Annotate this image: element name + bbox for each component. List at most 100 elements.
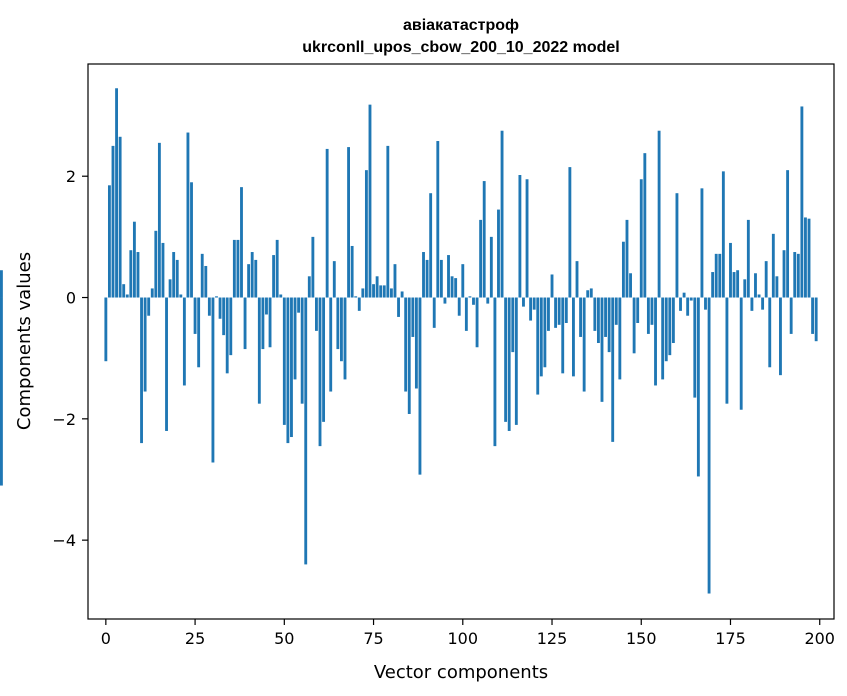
- bar: [539, 297, 543, 377]
- bar: [754, 273, 757, 298]
- bar: [786, 170, 790, 298]
- bar: [143, 297, 147, 392]
- bar: [679, 297, 682, 311]
- bar: [604, 297, 607, 337]
- bar: [157, 142, 161, 298]
- bar: [618, 297, 622, 380]
- bar: [179, 294, 183, 298]
- bar: [657, 130, 661, 298]
- bar: [782, 250, 786, 298]
- bar: [457, 297, 461, 316]
- bar: [579, 297, 583, 337]
- bar: [140, 297, 143, 444]
- bar: [386, 145, 390, 298]
- bar: [382, 285, 386, 298]
- bar: [693, 297, 697, 398]
- bar: [711, 272, 715, 298]
- x-tick-label: 25: [185, 629, 205, 648]
- bar: [236, 239, 240, 298]
- bar: [368, 104, 372, 298]
- bar: [682, 292, 686, 298]
- bar: [518, 175, 522, 298]
- bar: [611, 297, 615, 442]
- bar: [775, 276, 779, 298]
- bar: [397, 297, 400, 317]
- bar: [522, 297, 525, 307]
- bar: [464, 297, 468, 331]
- y-axis-label: Components values: [14, 252, 35, 430]
- bar: [279, 294, 283, 298]
- bar: [186, 132, 190, 298]
- bar: [272, 255, 276, 298]
- bar: [746, 219, 750, 298]
- bar: [104, 297, 108, 362]
- bar: [290, 297, 293, 438]
- bar: [668, 297, 672, 356]
- bar: [343, 297, 347, 380]
- bar: [550, 274, 554, 298]
- bar: [200, 253, 204, 298]
- bar: [375, 276, 379, 298]
- bar: [511, 297, 515, 353]
- y-tick-label: 0: [66, 289, 76, 308]
- bar: [646, 297, 650, 334]
- bar: [632, 297, 636, 354]
- bar: [172, 252, 176, 298]
- bar: [482, 181, 486, 298]
- x-tick-label: 0: [101, 629, 111, 648]
- bar: [768, 297, 772, 368]
- bar: [329, 297, 333, 392]
- bar: [582, 297, 586, 392]
- bar: [450, 276, 454, 298]
- bar: [479, 219, 483, 298]
- bar: [340, 297, 343, 362]
- bar: [168, 279, 172, 298]
- bar: [115, 88, 118, 298]
- bar: [564, 297, 568, 323]
- bar: [593, 297, 597, 331]
- plot-frame: [87, 63, 835, 620]
- bar: [211, 297, 215, 463]
- bar: [621, 241, 625, 298]
- bar: [614, 297, 618, 325]
- x-tick-label: 150: [626, 629, 657, 648]
- bar: [561, 297, 565, 374]
- bar: [232, 239, 236, 298]
- bar: [743, 279, 747, 298]
- bar: [418, 297, 422, 475]
- bar: [165, 297, 168, 431]
- bar: [247, 264, 251, 298]
- bar: [447, 255, 450, 298]
- x-axis-label: Vector components: [374, 662, 548, 683]
- bar: [721, 171, 725, 298]
- bar: [107, 185, 111, 298]
- bar: [575, 261, 579, 298]
- bar: [229, 297, 233, 356]
- bar: [454, 278, 458, 298]
- y-axis-ticks: −4 −2 0 2: [52, 167, 88, 550]
- x-tick-label: 50: [274, 629, 294, 648]
- bar: [304, 297, 308, 565]
- bar: [257, 297, 261, 404]
- bar: [300, 297, 304, 404]
- bar: [639, 179, 643, 298]
- bar: [497, 209, 500, 298]
- bar: [407, 297, 411, 414]
- x-tick-label: 100: [448, 629, 479, 648]
- bar: [811, 297, 815, 334]
- x-tick-label: 125: [537, 629, 568, 648]
- bar: [504, 297, 508, 422]
- bar: [432, 297, 436, 328]
- x-tick-label: 175: [715, 629, 746, 648]
- bar: [118, 136, 122, 298]
- bar: [729, 242, 732, 298]
- bar: [400, 291, 404, 298]
- bar: [225, 297, 229, 374]
- bar: [586, 290, 590, 298]
- bar: [175, 259, 179, 298]
- bar: [468, 296, 472, 298]
- bar: [750, 297, 754, 311]
- bar: [757, 294, 761, 298]
- bar: [525, 179, 529, 298]
